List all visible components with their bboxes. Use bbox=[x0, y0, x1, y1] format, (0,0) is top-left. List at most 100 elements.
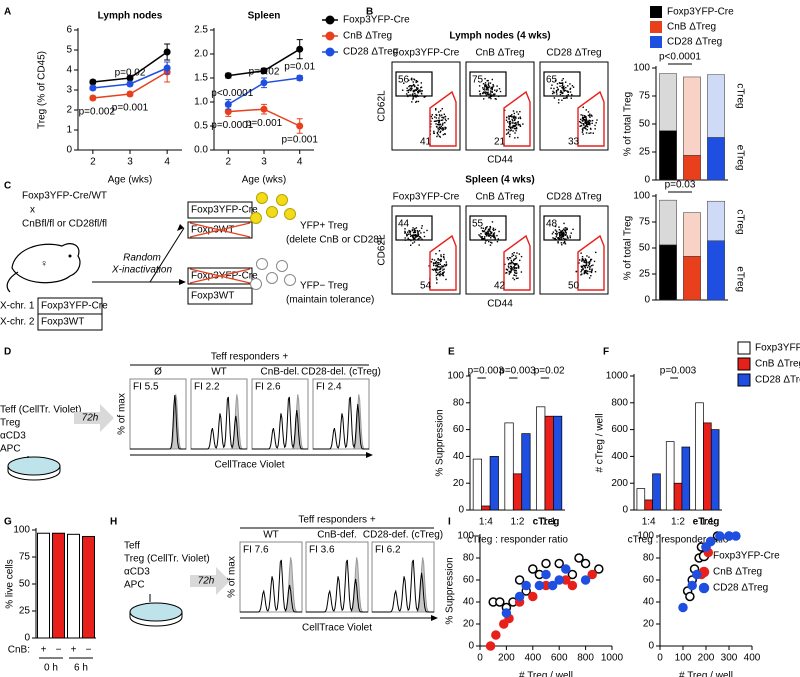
flow-dot bbox=[487, 79, 489, 82]
x-tick-label: 2 bbox=[226, 157, 232, 168]
flow-dot bbox=[435, 123, 437, 125]
flow-dot bbox=[559, 237, 561, 239]
flow-dot bbox=[514, 127, 517, 130]
flow-dot bbox=[412, 235, 414, 237]
treg-cell bbox=[276, 260, 288, 272]
flow-dot bbox=[487, 89, 489, 91]
flow-dot bbox=[411, 87, 413, 90]
flow-dot bbox=[509, 130, 511, 132]
panel-letter: F bbox=[603, 347, 609, 358]
flow-dot bbox=[587, 111, 590, 113]
flow-dot bbox=[420, 237, 422, 239]
flow-dot bbox=[438, 114, 441, 116]
allele-label: Foxp3WT bbox=[191, 225, 234, 236]
flow-dot bbox=[511, 253, 514, 255]
flow-dot bbox=[515, 126, 518, 129]
flow-dot bbox=[413, 78, 415, 80]
flow-dot bbox=[511, 118, 513, 121]
flow-dot bbox=[591, 269, 593, 271]
flow-column-label: CnB ΔTreg bbox=[475, 192, 524, 203]
flow-dot bbox=[556, 89, 558, 92]
flow-dot bbox=[442, 133, 445, 136]
flow-dot bbox=[562, 237, 565, 240]
flow-dot bbox=[584, 267, 587, 269]
fi-label: FI 2.2 bbox=[194, 382, 220, 393]
chart-title: eTreg bbox=[693, 517, 720, 528]
chart-title: Spleen bbox=[248, 11, 281, 22]
legend-label: CD28 ΔTreg bbox=[713, 583, 768, 594]
flow-dot bbox=[435, 117, 438, 119]
flow-dot bbox=[551, 233, 554, 235]
flow-dot bbox=[442, 269, 444, 271]
flow-dot bbox=[562, 92, 564, 94]
flow-dot bbox=[411, 101, 413, 103]
flow-dot bbox=[492, 235, 494, 237]
flow-dot bbox=[442, 122, 444, 124]
flow-dot bbox=[439, 273, 441, 276]
panel-letter: G bbox=[4, 517, 12, 528]
flow-dot bbox=[564, 243, 567, 245]
flow-dot bbox=[483, 91, 485, 93]
flow-dot bbox=[417, 100, 420, 103]
x-tick-label: 1:1 bbox=[542, 517, 556, 528]
flow-dot bbox=[556, 86, 558, 89]
flow-dot bbox=[586, 255, 588, 257]
gate-value: 41 bbox=[420, 137, 432, 148]
flow-dot bbox=[558, 226, 560, 228]
flow-dot bbox=[440, 127, 442, 130]
flow-dot bbox=[584, 264, 586, 267]
flow-dot bbox=[584, 270, 587, 273]
flow-dot bbox=[556, 234, 558, 236]
flow-dot bbox=[556, 93, 558, 95]
flow-dot bbox=[584, 121, 587, 123]
process-label: X-inactivation bbox=[111, 265, 172, 276]
flow-dot bbox=[496, 89, 498, 91]
flow-dot bbox=[569, 87, 572, 90]
flow-dot bbox=[412, 236, 414, 238]
flow-dot bbox=[436, 262, 439, 264]
flow-dot bbox=[403, 82, 405, 84]
flow-dot bbox=[485, 232, 487, 235]
flow-dot bbox=[414, 92, 416, 95]
flow-dot bbox=[554, 237, 556, 240]
gate bbox=[543, 71, 581, 97]
flow-dot bbox=[486, 86, 489, 89]
flow-plot bbox=[391, 61, 461, 151]
flow-dot bbox=[435, 109, 437, 111]
x-tick-label: 1:4 bbox=[479, 517, 493, 528]
flow-dot bbox=[589, 115, 591, 117]
flow-dot bbox=[509, 270, 511, 272]
data-point bbox=[705, 536, 716, 547]
flow-dot bbox=[413, 85, 416, 88]
flow-dot bbox=[435, 108, 437, 110]
bar-segment bbox=[659, 199, 677, 246]
flow-dot bbox=[408, 229, 410, 232]
bar-segment bbox=[659, 73, 677, 131]
flow-dot bbox=[482, 83, 485, 85]
flow-dot bbox=[412, 237, 415, 239]
y-axis-label: Treg (% of CD45) bbox=[37, 51, 48, 129]
flow-dot bbox=[433, 132, 435, 135]
x-tick-label: 4 bbox=[164, 157, 170, 168]
flow-dot bbox=[408, 85, 410, 88]
flow-dot bbox=[483, 230, 485, 233]
flow-dot bbox=[404, 231, 406, 234]
y-tick-label: 60 bbox=[643, 575, 655, 586]
flow-dot bbox=[581, 255, 584, 258]
y-tick-label: 0.0 bbox=[194, 145, 208, 156]
legend-label: CnB ΔTreg bbox=[343, 31, 392, 42]
flow-dot bbox=[430, 115, 433, 118]
flow-dot bbox=[439, 266, 441, 268]
x-axis-label: Age (wks) bbox=[242, 175, 286, 186]
flow-dot bbox=[562, 242, 565, 244]
flow-dot bbox=[434, 262, 437, 264]
y-tick-label: 0 bbox=[644, 175, 650, 186]
flow-dot bbox=[436, 135, 438, 138]
flow-dot bbox=[584, 116, 586, 118]
flow-dot bbox=[507, 258, 510, 261]
flow-dot bbox=[563, 87, 565, 89]
x-axis-label: # Treg / well bbox=[519, 671, 573, 677]
x-tick-label: 1:1 bbox=[700, 517, 714, 528]
data-point bbox=[685, 591, 695, 602]
